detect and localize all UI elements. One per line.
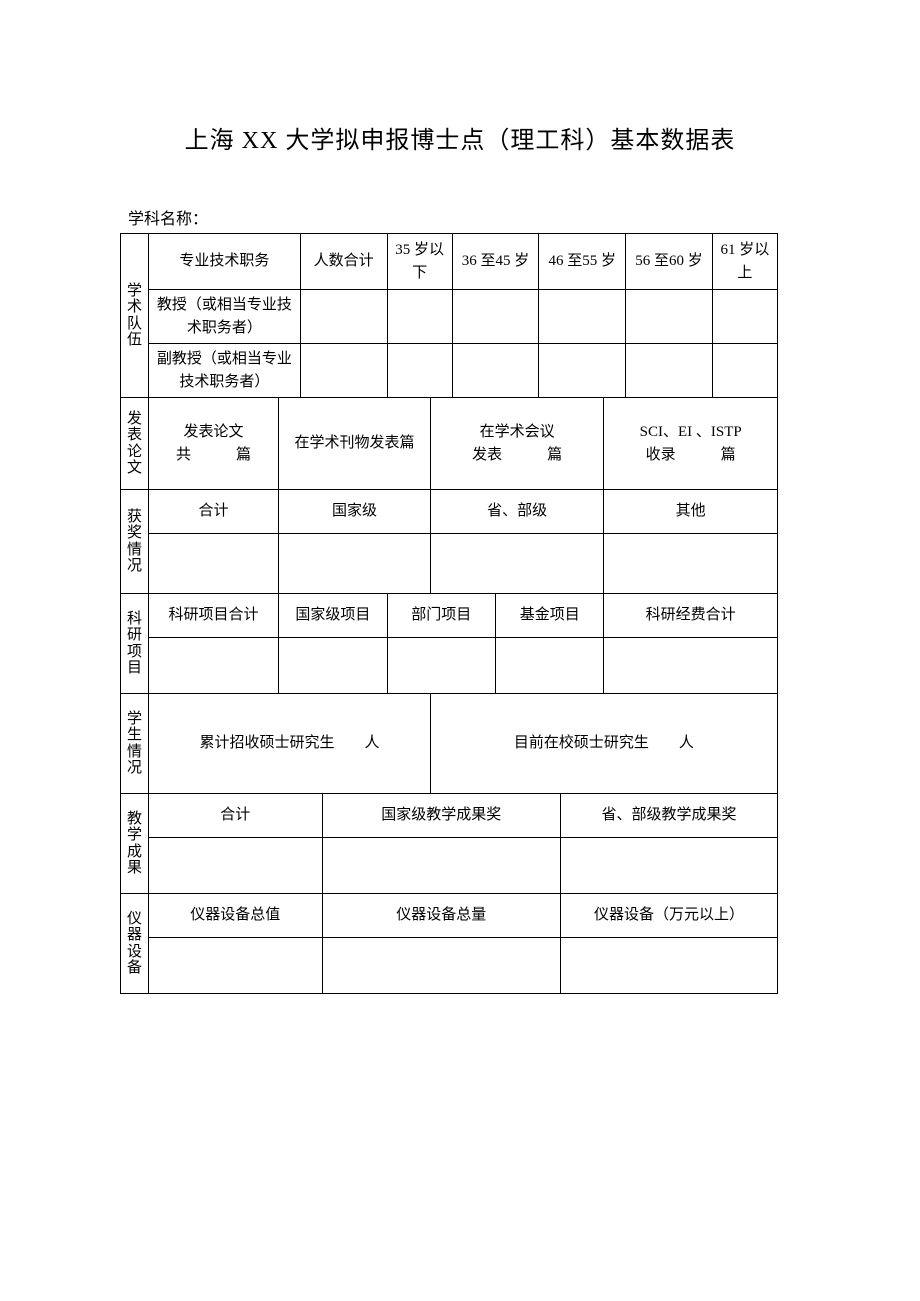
data-table: 学术队伍 专业技术职务 人数合计 35 岁以下 36 至45 岁 46 至55 … — [120, 233, 800, 994]
cell-empty — [322, 938, 561, 994]
cell-awards-total: 合计 — [149, 490, 279, 534]
section-label-research: 科研项目 — [121, 594, 149, 694]
section-label-awards: 获奖情况 — [121, 490, 149, 594]
cell-empty — [561, 938, 778, 994]
cell-awards-national: 国家级 — [279, 490, 431, 534]
cell-empty — [279, 534, 431, 594]
cell-empty — [149, 534, 279, 594]
cell-empty — [626, 344, 713, 398]
cell-empty — [712, 344, 777, 398]
cell-students-current: 目前在校硕士研究生 人 — [430, 694, 777, 794]
page-title: 上海 XX 大学拟申报博士点（理工科）基本数据表 — [120, 120, 800, 155]
cell-age-61: 61 岁以上 — [712, 234, 777, 290]
cell-empty — [626, 290, 713, 344]
cell-empty — [712, 290, 777, 344]
cell-empty — [496, 638, 604, 694]
cell-empty — [322, 838, 561, 894]
section-label-teaching: 教学成果 — [121, 794, 149, 894]
cell-students-total: 累计招收硕士研究生 人 — [149, 694, 431, 794]
cell-empty — [387, 290, 452, 344]
cell-awards-other: 其他 — [604, 490, 778, 534]
cell-equip-qty: 仪器设备总量 — [322, 894, 561, 938]
cell-teaching-provincial: 省、部级教学成果奖 — [561, 794, 778, 838]
cell-empty — [539, 344, 626, 398]
cell-empty — [149, 638, 279, 694]
cell-empty — [452, 290, 539, 344]
cell-papers-index: SCI、EI 、ISTP收录 篇 — [604, 398, 778, 490]
cell-age-36-45: 36 至45 岁 — [452, 234, 539, 290]
cell-empty — [387, 344, 452, 398]
cell-empty — [387, 638, 495, 694]
cell-equip-value: 仪器设备总值 — [149, 894, 323, 938]
cell-empty — [149, 838, 323, 894]
cell-empty — [604, 638, 778, 694]
section-label-students: 学生情况 — [121, 694, 149, 794]
section-label-equipment: 仪器设备 — [121, 894, 149, 994]
cell-teaching-total: 合计 — [149, 794, 323, 838]
cell-assoc-professor: 副教授（或相当专业技术职务者） — [149, 344, 301, 398]
cell-age-56-60: 56 至60 岁 — [626, 234, 713, 290]
cell-position: 专业技术职务 — [149, 234, 301, 290]
cell-research-total: 科研项目合计 — [149, 594, 279, 638]
cell-empty — [452, 344, 539, 398]
cell-papers-journal: 在学术刊物发表篇 — [279, 398, 431, 490]
cell-research-fund: 基金项目 — [496, 594, 604, 638]
cell-empty — [561, 838, 778, 894]
cell-empty — [149, 938, 323, 994]
section-label-papers: 发表论文 — [121, 398, 149, 490]
cell-empty — [539, 290, 626, 344]
cell-teaching-national: 国家级教学成果奖 — [322, 794, 561, 838]
cell-research-funding: 科研经费合计 — [604, 594, 778, 638]
cell-papers-conference: 在学术会议发表 篇 — [430, 398, 604, 490]
section-label-academic-team: 学术队伍 — [121, 234, 149, 398]
cell-professor: 教授（或相当专业技术职务者） — [149, 290, 301, 344]
subject-label: 学科名称： — [120, 205, 800, 229]
cell-empty — [300, 344, 387, 398]
cell-age-35: 35 岁以下 — [387, 234, 452, 290]
cell-research-national: 国家级项目 — [279, 594, 387, 638]
cell-equip-major: 仪器设备（万元以上） — [561, 894, 778, 938]
cell-headcount: 人数合计 — [300, 234, 387, 290]
cell-empty — [279, 638, 387, 694]
cell-empty — [300, 290, 387, 344]
cell-papers-total: 发表论文共 篇 — [149, 398, 279, 490]
cell-age-46-55: 46 至55 岁 — [539, 234, 626, 290]
cell-awards-provincial: 省、部级 — [430, 490, 604, 534]
cell-research-dept: 部门项目 — [387, 594, 495, 638]
cell-empty — [430, 534, 604, 594]
cell-empty — [604, 534, 778, 594]
